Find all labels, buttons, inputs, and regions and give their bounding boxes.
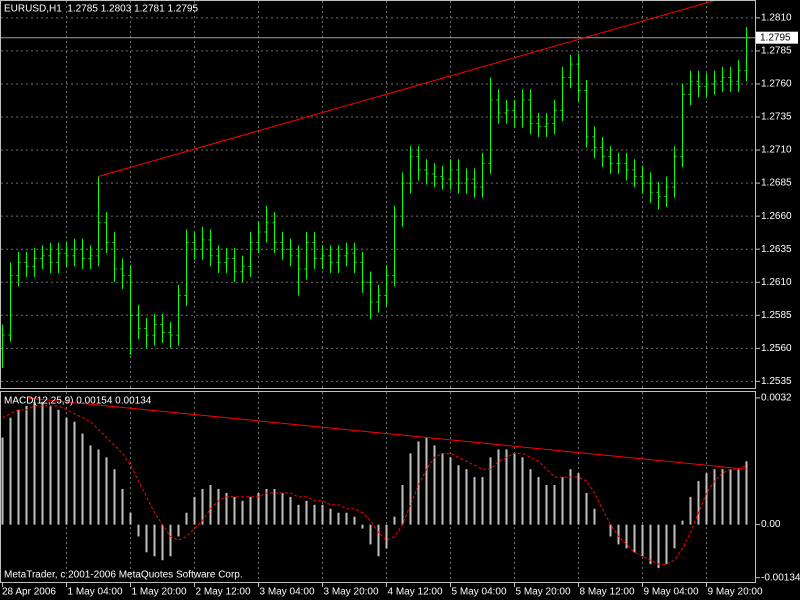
y-tick-label: 1.2585	[761, 310, 792, 321]
y-tick-label: 1.2660	[761, 211, 792, 222]
x-tick-label: 9 May 04:00	[644, 587, 699, 598]
x-tick-label: 4 May 12:00	[388, 587, 443, 598]
y-tick-label: 1.2735	[761, 112, 792, 123]
x-tick-label: 3 May 20:00	[324, 587, 379, 598]
y-tick-label: 1.2785	[761, 46, 792, 57]
y-tick-label: 1.2560	[761, 343, 792, 354]
price-title: EURUSD,H1 1.2785 1.2803 1.2781 1.2795	[4, 4, 198, 15]
x-tick-label: 1 May 04:00	[68, 587, 123, 598]
y-tick-label: 1.2710	[761, 145, 792, 156]
macd-title: MACD(12,25,9) 0.00154 0.00134	[4, 396, 152, 407]
axes: 1.2810 1.2785 1.2760 1.2735 1.2710 1.2685 1.26…	[2, 13, 800, 598]
x-tick-label: 28 Apr 2006	[2, 587, 56, 598]
y-tick-label: 1.2535	[761, 376, 792, 387]
price-frame	[0, 0, 756, 389]
y-tick-label: 1.2635	[761, 244, 792, 255]
x-tick-label: 2 May 12:00	[196, 587, 251, 598]
x-tick-label: 3 May 04:00	[260, 587, 315, 598]
x-tick-label: 8 May 12:00	[580, 587, 635, 598]
y-tick-label: 1.2810	[761, 13, 792, 24]
x-tick-label: 5 May 20:00	[516, 587, 571, 598]
price-panel	[1, 1, 755, 388]
y-tick-label: 1.2760	[761, 79, 792, 90]
y-tick-label: 0.0032	[761, 393, 792, 404]
x-tick-label: 1 May 20:00	[132, 587, 187, 598]
x-tick-label: 9 May 20:00	[708, 587, 763, 598]
copyright: MetaTrader, c 2001-2006 MetaQuotes Softw…	[4, 570, 243, 581]
last-price-box	[756, 31, 798, 44]
y-tick-label: -0.00134	[761, 572, 800, 583]
y-tick-label: 0.00	[761, 519, 781, 530]
trendline	[26, 397, 747, 470]
last-price-label: 1.2795	[760, 32, 791, 43]
y-tick-label: 1.2685	[761, 178, 792, 189]
trendline	[98, 1, 715, 177]
macd-panel	[1, 392, 748, 582]
x-tick-label: 5 May 04:00	[452, 587, 507, 598]
signal-line	[2, 405, 747, 565]
y-tick-label: 1.2610	[761, 277, 792, 288]
macd-frame	[0, 391, 756, 583]
